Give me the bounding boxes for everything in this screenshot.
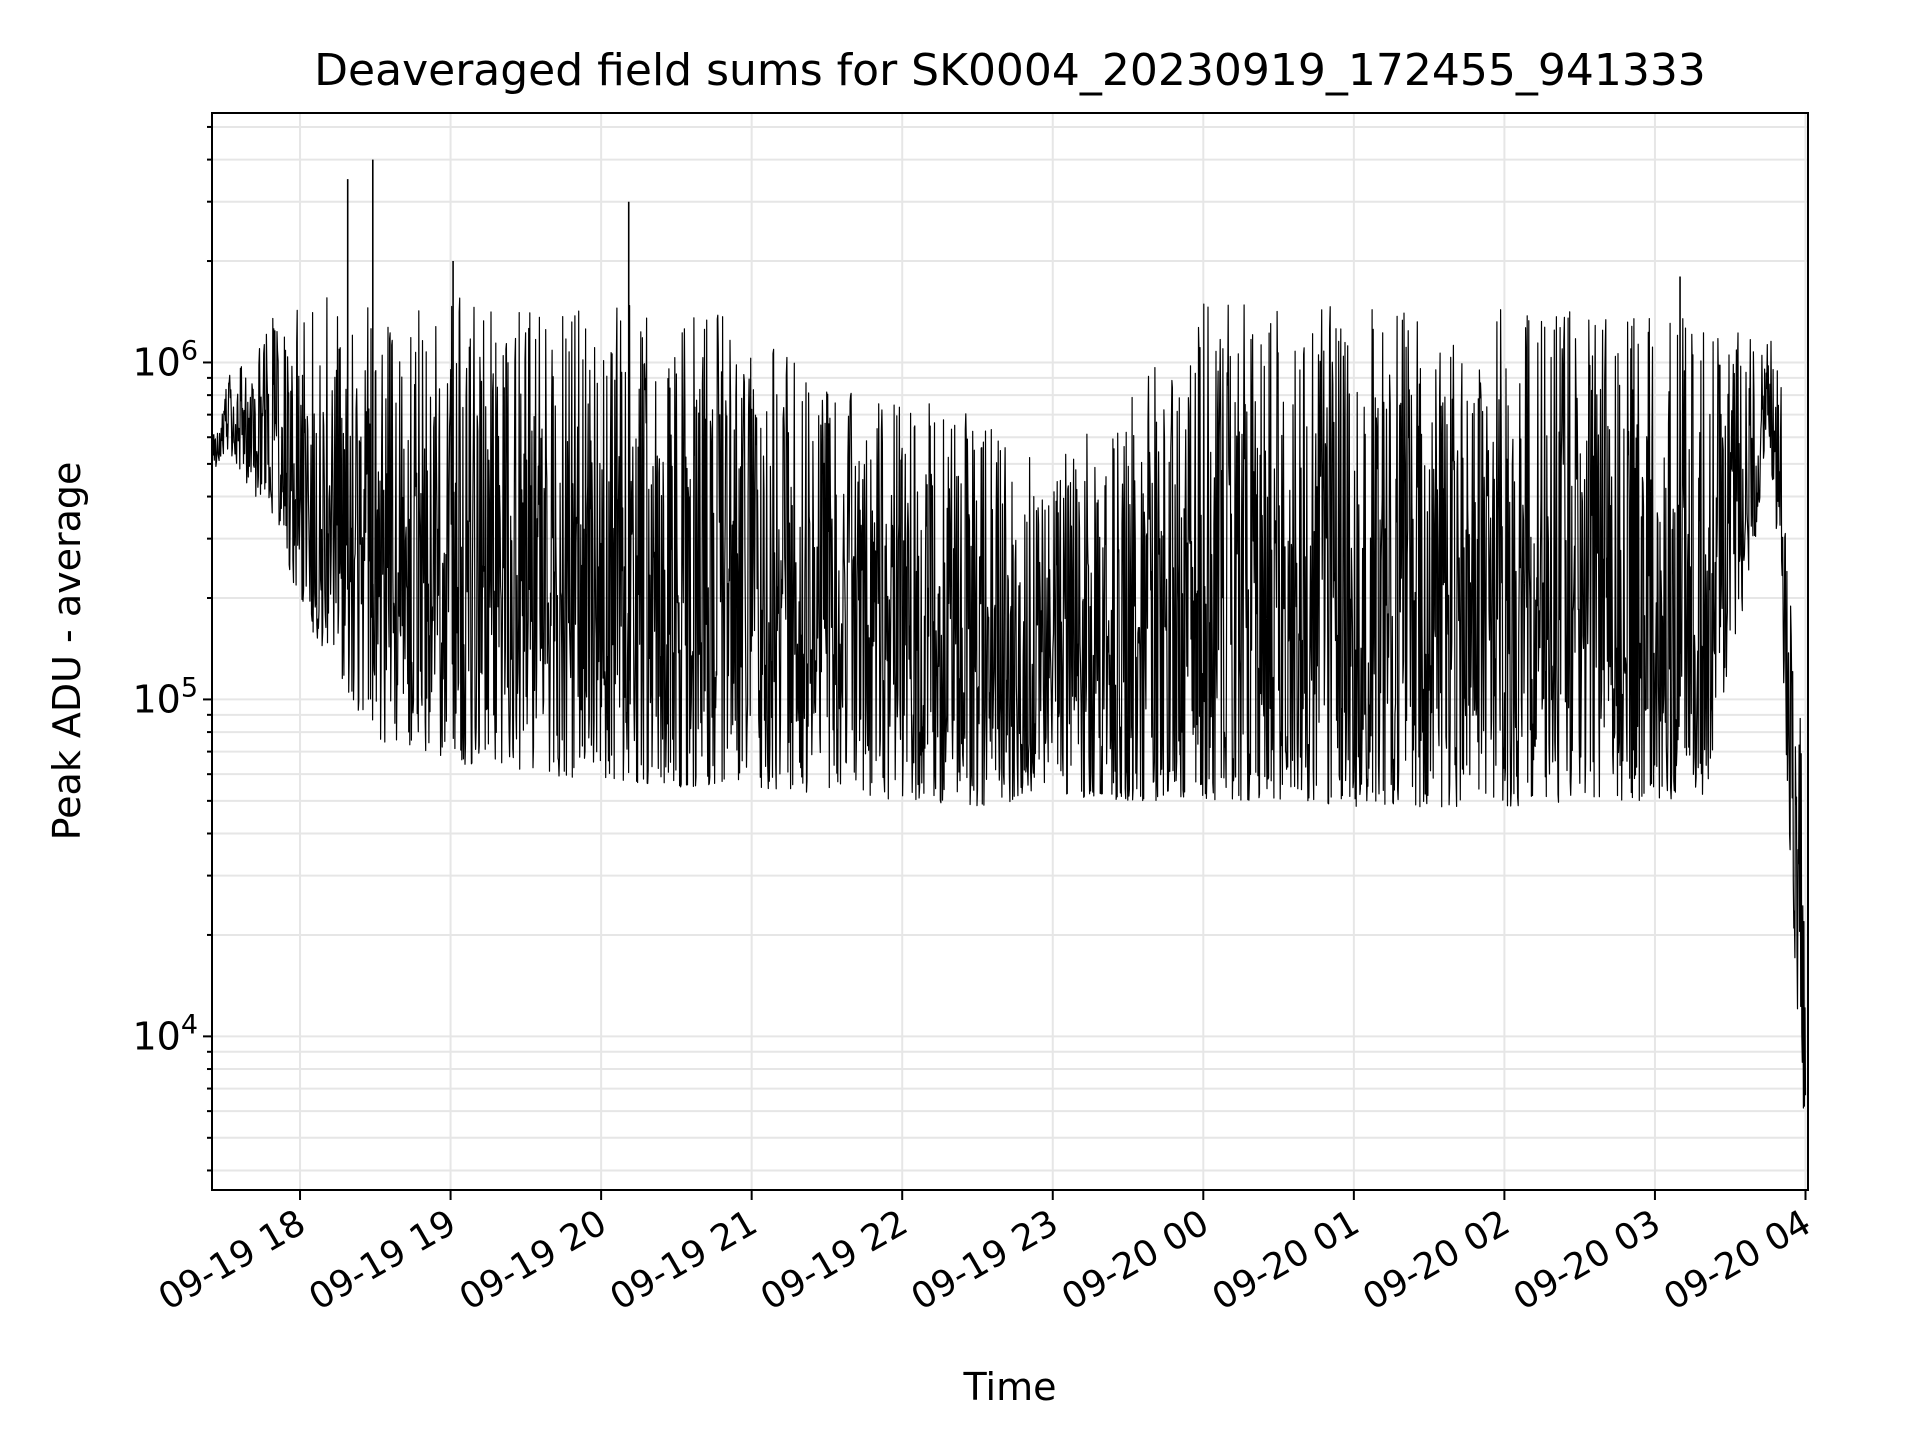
plot-frame: [211, 112, 1809, 1191]
y-tick-label: 104: [132, 1009, 198, 1058]
y-tick-base: 10: [132, 677, 180, 721]
x-axis-label: Time: [963, 1365, 1057, 1409]
y-tick-base: 10: [132, 340, 180, 384]
series-line: [211, 297, 1807, 1109]
y-tick-exponent: 4: [181, 1009, 198, 1040]
data-series: [211, 159, 1807, 1109]
y-tick-base: 10: [132, 1014, 180, 1058]
chart-title: Deaveraged field sums for SK0004_2023091…: [314, 45, 1706, 96]
y-tick-label: 106: [132, 335, 198, 384]
y-tick-label: 105: [132, 672, 198, 721]
y-axis-label: Peak ADU - average: [45, 462, 89, 841]
y-tick-exponent: 6: [181, 335, 198, 366]
y-tick-exponent: 5: [181, 672, 198, 703]
